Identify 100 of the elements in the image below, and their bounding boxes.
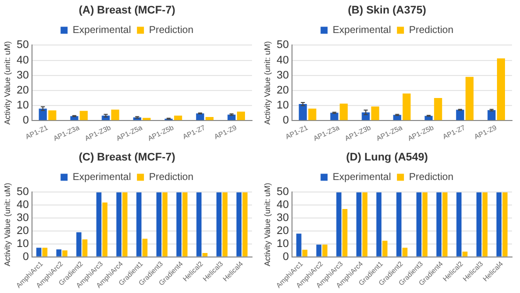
y-tick-label: 20 xyxy=(16,224,29,237)
bar xyxy=(362,192,368,256)
bar xyxy=(42,247,48,256)
legend-label: Prediction xyxy=(408,171,454,182)
bar xyxy=(496,58,505,120)
y-tick-label: 40 xyxy=(16,54,29,66)
bar xyxy=(342,208,348,256)
y-tick-label: 10 xyxy=(16,100,29,112)
bar xyxy=(162,192,168,256)
bar xyxy=(48,110,56,120)
bar xyxy=(476,192,482,256)
y-tick-label: 20 xyxy=(276,224,289,237)
bar xyxy=(462,251,468,256)
bar xyxy=(402,93,411,120)
bar xyxy=(216,192,222,256)
bar xyxy=(316,244,322,256)
bar xyxy=(336,192,342,256)
y-axis-title: Activity Value (unit: uM) xyxy=(3,40,12,125)
bar xyxy=(362,112,370,120)
y-tick-label: 20 xyxy=(276,84,289,97)
bar xyxy=(308,108,316,120)
y-tick-label: 10 xyxy=(276,237,289,250)
bar xyxy=(434,98,442,120)
y-tick-label: 30 xyxy=(16,69,29,82)
y-tick-label: 10 xyxy=(276,100,289,112)
bar xyxy=(76,232,82,256)
bar xyxy=(122,192,128,256)
bar xyxy=(142,238,148,256)
y-tick-label: 30 xyxy=(276,69,289,82)
bar xyxy=(396,192,402,256)
bar xyxy=(482,192,488,256)
y-tick-label: 30 xyxy=(276,212,289,224)
bar xyxy=(376,192,382,256)
bar xyxy=(340,104,348,120)
bar xyxy=(298,104,307,120)
bar xyxy=(82,238,88,256)
y-tick-label: 0 xyxy=(22,114,29,127)
bar xyxy=(322,244,328,256)
bar xyxy=(111,110,120,120)
chart-title: (C) Breast (MCF-7) xyxy=(78,151,176,164)
bar xyxy=(136,192,142,256)
bar xyxy=(302,249,308,256)
y-axis-title: Activity Value (unit: uM) xyxy=(263,40,272,125)
bar xyxy=(202,252,208,256)
y-tick-label: 50 xyxy=(16,39,29,52)
bar xyxy=(196,192,202,256)
bar xyxy=(488,110,496,120)
y-axis-title: Activity Value (unit: uM) xyxy=(3,182,12,266)
legend-label: Experimental xyxy=(332,24,391,36)
bar xyxy=(296,233,302,256)
bar xyxy=(38,108,47,120)
legend-label: Prediction xyxy=(148,24,194,36)
y-tick-label: 20 xyxy=(16,84,29,97)
bar xyxy=(176,192,182,256)
y-tick-label: 40 xyxy=(16,198,29,211)
bar xyxy=(182,192,188,256)
legend-label: Experimental xyxy=(72,24,131,36)
bar xyxy=(36,247,42,256)
bar xyxy=(456,110,464,120)
bar xyxy=(96,192,102,256)
y-tick-label: 0 xyxy=(282,114,289,127)
bar xyxy=(174,116,182,120)
y-tick-label: 50 xyxy=(276,39,289,52)
bar xyxy=(116,192,122,256)
bar xyxy=(436,192,442,256)
bar xyxy=(236,112,245,120)
bar xyxy=(422,192,428,256)
bar xyxy=(466,76,474,120)
y-tick-label: 40 xyxy=(276,198,289,211)
chart-title: (D) Lung (A549) xyxy=(346,151,428,164)
bar xyxy=(242,192,248,256)
bar xyxy=(222,192,228,256)
legend-label: Experimental xyxy=(72,171,131,182)
bar xyxy=(102,202,108,256)
y-tick-label: 0 xyxy=(22,250,29,262)
bar xyxy=(371,106,380,120)
bar xyxy=(156,192,162,256)
y-tick-label: 50 xyxy=(16,186,29,198)
bar xyxy=(456,192,462,256)
bar xyxy=(402,247,408,256)
bar xyxy=(496,192,502,256)
y-tick-label: 0 xyxy=(282,250,289,262)
legend-label: Experimental xyxy=(332,171,391,182)
y-tick-label: 50 xyxy=(276,186,289,198)
bar xyxy=(442,192,448,256)
chart-title: (B) Skin (A375) xyxy=(348,4,426,17)
bar xyxy=(416,192,422,256)
bar xyxy=(356,192,362,256)
bar xyxy=(56,248,62,256)
legend-label: Prediction xyxy=(408,24,454,36)
y-tick-label: 40 xyxy=(276,54,289,66)
bar xyxy=(236,192,242,256)
bar xyxy=(382,240,388,256)
bar xyxy=(206,117,214,120)
y-axis-title: Activity Value (unit: uM) xyxy=(263,182,272,266)
legend-label: Prediction xyxy=(148,171,194,182)
bar xyxy=(80,110,88,120)
bar xyxy=(142,118,151,120)
y-tick-label: 30 xyxy=(16,212,29,224)
bar xyxy=(502,192,508,256)
